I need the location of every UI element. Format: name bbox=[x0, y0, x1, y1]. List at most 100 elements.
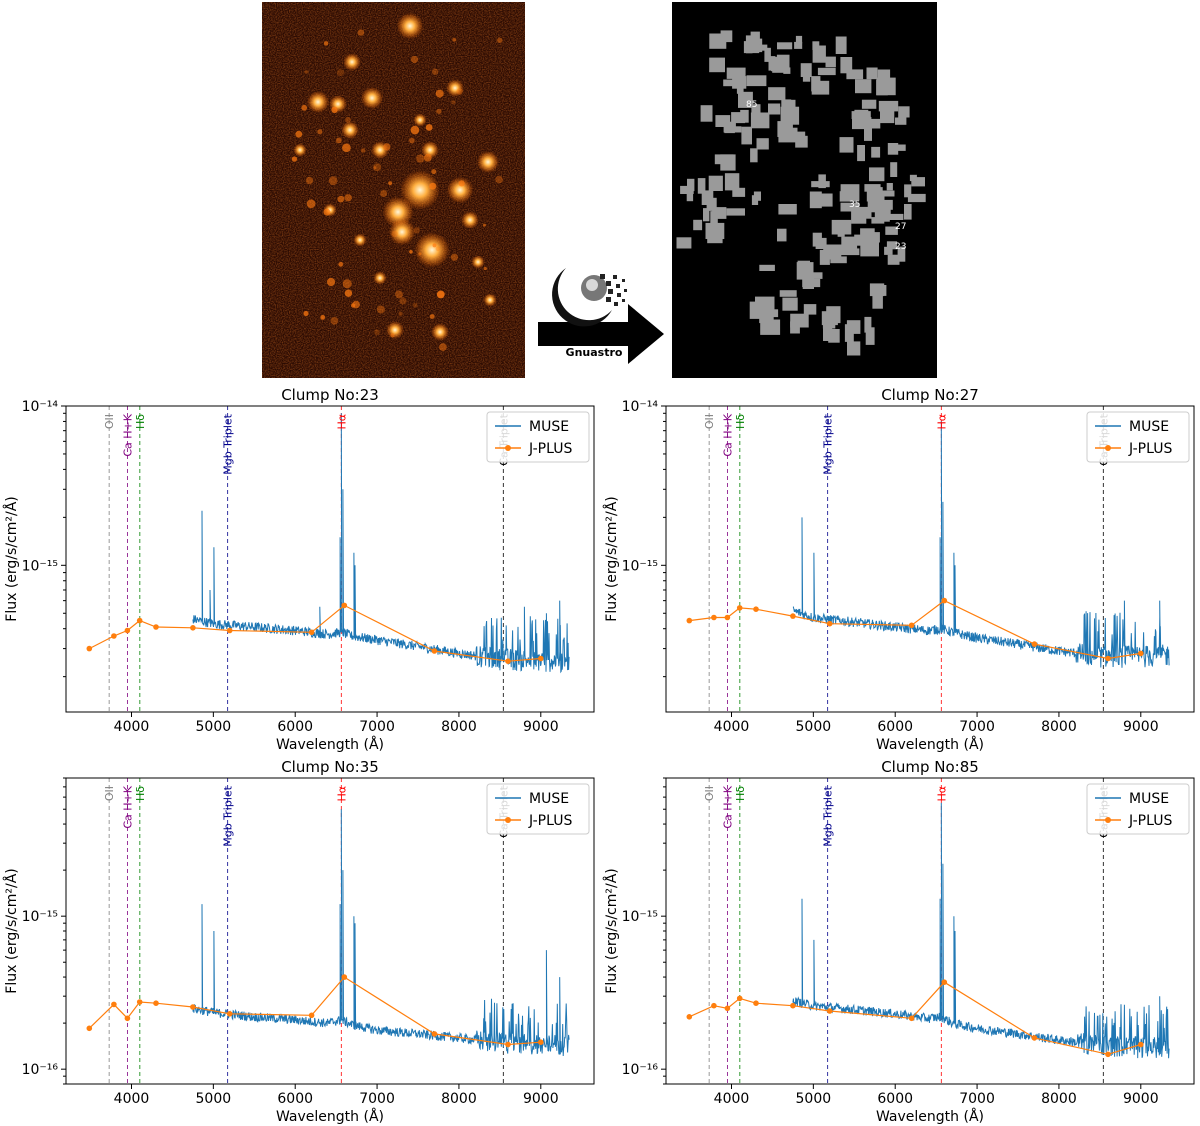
chart-title: Clump No:23 bbox=[281, 386, 379, 404]
faint-clump bbox=[429, 182, 437, 190]
line-marker-label: Hα bbox=[335, 414, 348, 430]
segment bbox=[750, 148, 758, 163]
jplus-point bbox=[341, 602, 348, 609]
segment bbox=[877, 209, 890, 222]
segment bbox=[708, 175, 723, 191]
legend-label-muse: MUSE bbox=[529, 791, 569, 807]
x-tick-label: 4000 bbox=[714, 719, 750, 735]
x-tick-label: 6000 bbox=[277, 1091, 313, 1107]
legend-box bbox=[486, 783, 590, 835]
segment bbox=[871, 217, 885, 224]
segment bbox=[892, 144, 906, 151]
segment bbox=[861, 99, 877, 109]
line-marker-label: Mgb Triplet bbox=[222, 785, 235, 846]
jplus-point bbox=[153, 1000, 159, 1006]
x-tick-label: 4000 bbox=[114, 719, 150, 735]
segment bbox=[758, 309, 779, 318]
jplus-point bbox=[1105, 1051, 1111, 1058]
faint-clump bbox=[323, 41, 329, 46]
faint-clump bbox=[374, 329, 380, 335]
y-tick-label: 10⁻¹⁵ bbox=[22, 558, 58, 574]
y-tick-label: 10⁻¹⁶ bbox=[622, 1062, 659, 1078]
bright-region bbox=[396, 12, 424, 40]
segment bbox=[823, 244, 843, 255]
segment bbox=[904, 204, 912, 220]
segment bbox=[817, 67, 836, 76]
y-tick-label: 10⁻¹⁴ bbox=[622, 399, 659, 415]
segment bbox=[840, 184, 860, 201]
line-marker-label: Ca H+K bbox=[121, 413, 134, 456]
jplus-point bbox=[505, 658, 511, 664]
x-tick-label: 9000 bbox=[523, 1091, 559, 1107]
segment bbox=[796, 262, 814, 280]
segment bbox=[755, 296, 775, 313]
faint-clump bbox=[391, 230, 398, 237]
line-marker-label: OII bbox=[703, 414, 716, 429]
bright-region bbox=[307, 91, 329, 113]
segment bbox=[911, 177, 925, 187]
segment bbox=[693, 219, 703, 231]
segment bbox=[865, 327, 875, 345]
segment bbox=[781, 99, 792, 113]
jplus-point bbox=[724, 1005, 731, 1012]
segment bbox=[759, 264, 775, 271]
segment bbox=[877, 69, 891, 85]
jplus-point bbox=[111, 633, 117, 639]
segment bbox=[687, 178, 695, 192]
bright-region bbox=[421, 141, 439, 159]
line-marker-label: Hδ bbox=[134, 786, 147, 801]
jplus-point bbox=[753, 1000, 759, 1006]
segment bbox=[777, 228, 787, 242]
segmap-label: 27 bbox=[895, 222, 906, 232]
x-tick-label: 6000 bbox=[877, 719, 913, 735]
segment bbox=[851, 111, 871, 119]
segment bbox=[880, 108, 895, 124]
segment bbox=[756, 44, 768, 51]
segment bbox=[720, 154, 736, 171]
segment bbox=[715, 115, 731, 127]
segment bbox=[768, 103, 781, 115]
faint-clump bbox=[439, 343, 447, 351]
line-marker-label: Ca H+K bbox=[721, 413, 734, 456]
faint-clump bbox=[361, 148, 366, 153]
segment bbox=[869, 201, 888, 212]
legend-box bbox=[486, 411, 590, 463]
segment bbox=[904, 184, 912, 198]
faint-clump bbox=[429, 314, 435, 319]
segment bbox=[787, 99, 796, 108]
segment bbox=[884, 213, 904, 220]
faint-clump bbox=[450, 253, 458, 261]
faint-clump bbox=[331, 106, 338, 114]
legend-label-muse: MUSE bbox=[1129, 419, 1169, 435]
segment bbox=[840, 202, 860, 212]
segment bbox=[886, 241, 898, 250]
jplus-point bbox=[1031, 1035, 1038, 1041]
line-marker-label: Ca H+K bbox=[121, 785, 134, 828]
x-tick-label: 6000 bbox=[277, 719, 313, 735]
segment bbox=[778, 204, 797, 215]
bright-region bbox=[341, 121, 359, 139]
faint-clump bbox=[431, 68, 439, 75]
bright-region bbox=[293, 143, 307, 157]
segment bbox=[886, 183, 893, 191]
segmap-label: 35 bbox=[849, 200, 860, 210]
muse-series bbox=[792, 802, 1170, 1059]
segment bbox=[776, 54, 790, 69]
segment bbox=[852, 117, 872, 130]
jplus-point bbox=[538, 655, 544, 662]
faint-clump bbox=[304, 70, 309, 74]
segment bbox=[724, 123, 735, 134]
gnuastro-arrow: Gnuastro bbox=[538, 304, 664, 364]
faint-clump bbox=[418, 252, 422, 256]
chart-title: Clump No:85 bbox=[881, 758, 979, 776]
segment bbox=[751, 104, 761, 121]
faint-clump bbox=[409, 250, 413, 254]
segment bbox=[907, 193, 926, 203]
jplus-series bbox=[689, 981, 1141, 1055]
top-figure: Gnuastro 85 35 27 23 bbox=[262, 2, 937, 378]
jplus-point bbox=[736, 605, 743, 611]
faint-clump bbox=[345, 117, 351, 123]
faint-clump bbox=[390, 333, 395, 338]
faint-clump bbox=[483, 266, 487, 271]
x-tick-label: 8000 bbox=[1041, 1091, 1077, 1107]
